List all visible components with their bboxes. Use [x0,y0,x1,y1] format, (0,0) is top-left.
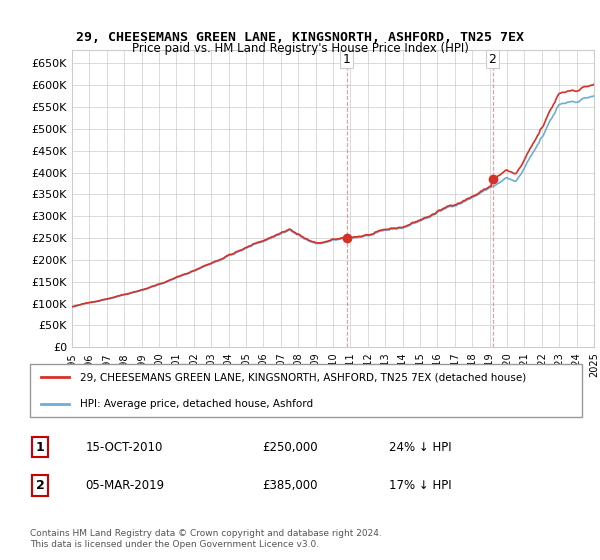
Text: 1: 1 [35,441,44,454]
Text: 05-MAR-2019: 05-MAR-2019 [85,479,164,492]
Text: 2: 2 [488,53,496,66]
Text: Contains HM Land Registry data © Crown copyright and database right 2024.
This d: Contains HM Land Registry data © Crown c… [30,529,382,549]
Text: Price paid vs. HM Land Registry's House Price Index (HPI): Price paid vs. HM Land Registry's House … [131,42,469,55]
Text: 24% ↓ HPI: 24% ↓ HPI [389,441,451,454]
Text: 15-OCT-2010: 15-OCT-2010 [85,441,163,454]
Text: £250,000: £250,000 [262,441,317,454]
Text: 29, CHEESEMANS GREEN LANE, KINGSNORTH, ASHFORD, TN25 7EX (detached house): 29, CHEESEMANS GREEN LANE, KINGSNORTH, A… [80,372,526,382]
Text: 17% ↓ HPI: 17% ↓ HPI [389,479,451,492]
Text: 1: 1 [343,53,350,66]
Text: 2: 2 [35,479,44,492]
Text: £385,000: £385,000 [262,479,317,492]
Text: HPI: Average price, detached house, Ashford: HPI: Average price, detached house, Ashf… [80,399,313,409]
Text: 29, CHEESEMANS GREEN LANE, KINGSNORTH, ASHFORD, TN25 7EX: 29, CHEESEMANS GREEN LANE, KINGSNORTH, A… [76,31,524,44]
FancyBboxPatch shape [30,364,582,417]
